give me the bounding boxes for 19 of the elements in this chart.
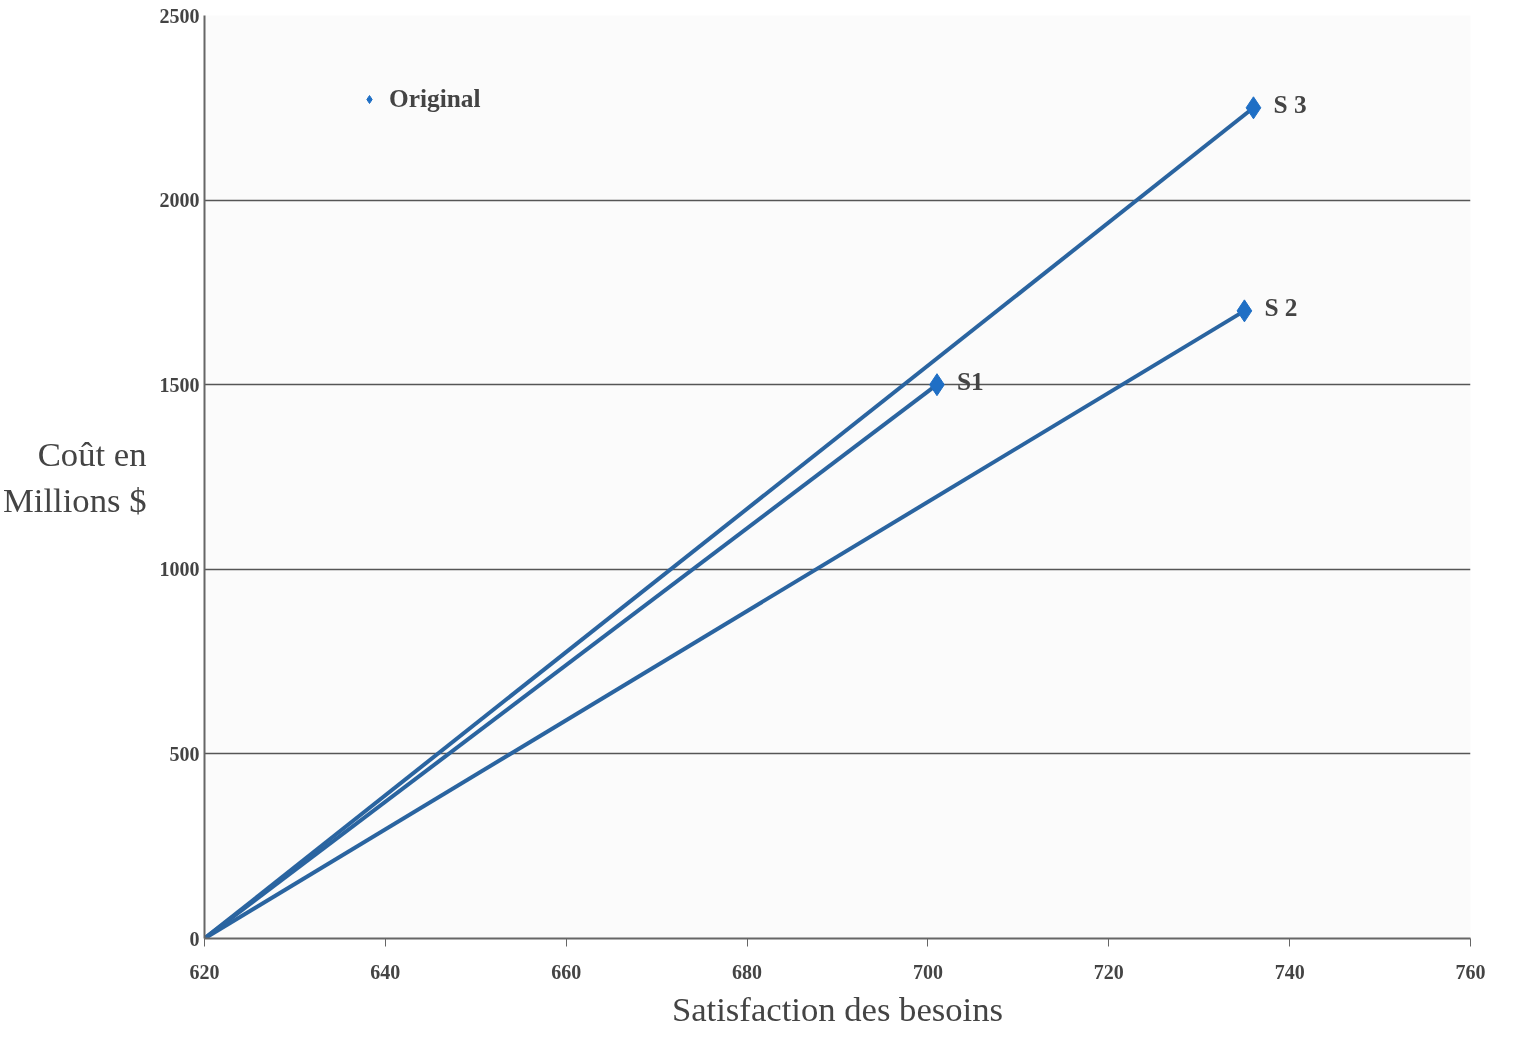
y-tick-label: 0 [189,927,200,950]
x-tick-label: 640 [370,960,401,983]
x-tick-label: 740 [1274,960,1305,983]
y-tick-label: 1000 [159,558,200,581]
x-tick-label: 660 [551,960,582,983]
annotation: S 3 [1273,89,1307,118]
x-tick-label: 700 [912,960,943,983]
x-axis-title: Satisfaction des besoins [671,989,1004,1028]
x-tick-label: 760 [1455,960,1486,983]
y-tick-label: 500 [169,742,200,765]
y-tick-label: 2500 [159,4,200,27]
x-tick-label: 680 [732,960,763,983]
x-tick-label: 720 [1093,960,1124,983]
annotation: S 2 [1264,292,1298,321]
x-tick-label: 620 [189,960,220,983]
y-axis-title: Coût en Millions $ [3,435,147,519]
y-tick-label: 2000 [159,189,200,212]
y-tick-label: 1500 [159,373,200,396]
legend-label: Original [389,84,481,113]
